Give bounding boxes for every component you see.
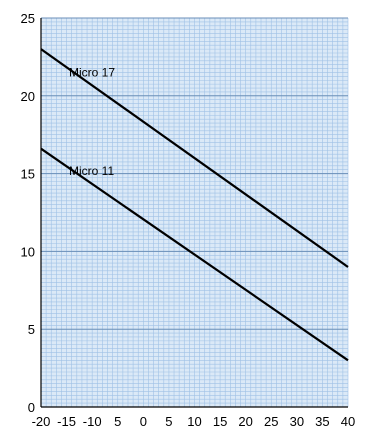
y-tick-label: 20 xyxy=(21,89,35,104)
y-tick-label: 15 xyxy=(21,167,35,182)
y-tick-labels: 0 5 10 15 20 25 xyxy=(21,11,35,415)
y-tick-label: 10 xyxy=(21,244,35,259)
x-tick-label: 5 xyxy=(114,414,121,429)
series-label-1: Micro 17 xyxy=(69,65,115,79)
x-tick-label: -20 xyxy=(32,414,51,429)
series-labels: Micro 17 Micro 11 xyxy=(69,65,115,177)
y-tick-label: 0 xyxy=(28,400,35,415)
axes xyxy=(40,18,348,408)
x-tick-label: 35 xyxy=(315,414,329,429)
x-tick-label: 20 xyxy=(238,414,252,429)
x-tick-label: 40 xyxy=(341,414,355,429)
x-tick-label: 5 xyxy=(165,414,172,429)
x-tick-label: -15 xyxy=(57,414,76,429)
minor-grid xyxy=(40,17,349,408)
series-line-2 xyxy=(40,147,349,362)
x-tick-label: 0 xyxy=(140,414,147,429)
series-label-2: Micro 11 xyxy=(69,164,114,178)
series-line-1 xyxy=(40,48,349,268)
x-tick-label: 10 xyxy=(187,414,201,429)
x-tick-label: 15 xyxy=(213,414,227,429)
x-tick-label: -10 xyxy=(83,414,102,429)
series-group xyxy=(40,48,349,362)
y-tick-label: 25 xyxy=(21,11,35,26)
y-tick-label: 5 xyxy=(28,322,35,337)
x-tick-label: 30 xyxy=(290,414,304,429)
x-tick-labels: -20 -15 -10 5 0 5 10 15 20 25 30 35 40 xyxy=(32,414,356,429)
x-tick-label: 25 xyxy=(264,414,278,429)
major-grid xyxy=(41,17,348,330)
